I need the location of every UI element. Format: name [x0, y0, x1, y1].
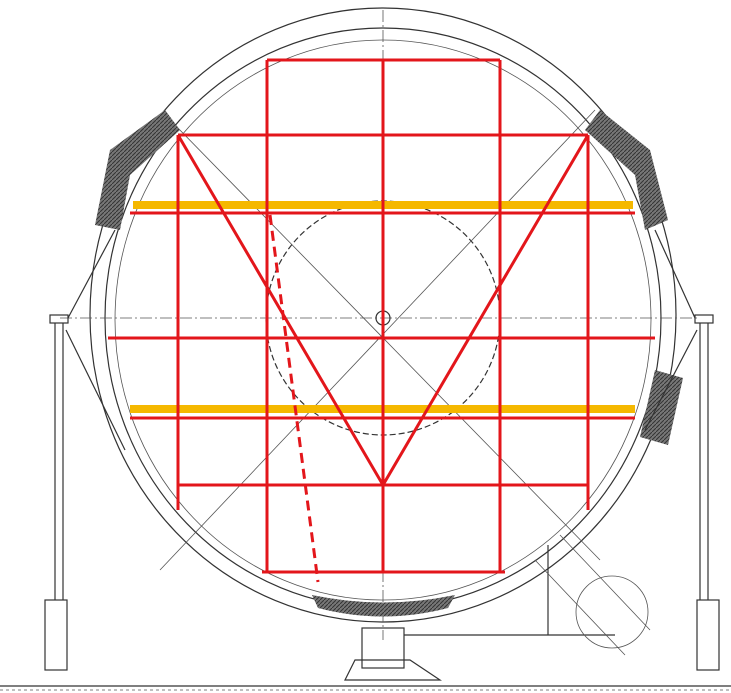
- part: [345, 660, 440, 680]
- part: [695, 315, 713, 323]
- pad: [640, 370, 683, 445]
- pad: [312, 595, 455, 617]
- part: [50, 315, 68, 323]
- red-grid: [267, 60, 500, 572]
- overlay: [108, 60, 655, 582]
- red-dashed: [270, 215, 318, 582]
- part: [45, 600, 67, 670]
- part: [560, 535, 650, 630]
- right-leg: [645, 230, 719, 670]
- part: [697, 600, 719, 670]
- drawing: [0, 0, 731, 693]
- diagonal-strut: [160, 110, 595, 570]
- left-leg: [45, 230, 125, 670]
- part: [576, 576, 648, 648]
- frame-structure: [0, 8, 731, 690]
- diagonal-strut: [175, 125, 600, 560]
